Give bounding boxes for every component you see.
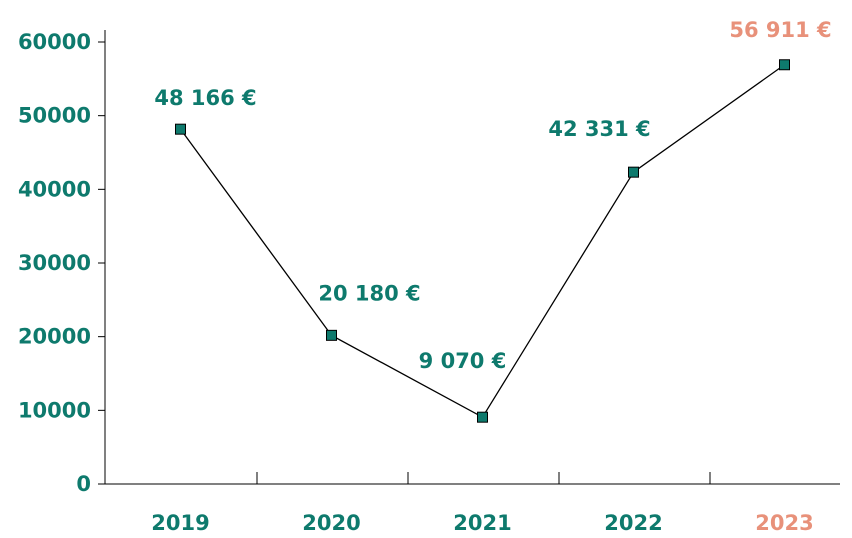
data-label: 20 180 € <box>318 281 420 305</box>
data-label: 9 070 € <box>419 349 507 373</box>
x-tick-label: 2023 <box>755 511 813 535</box>
y-tick-label: 20000 <box>18 325 91 349</box>
data-label: 56 911 € <box>729 18 831 42</box>
marker <box>326 329 337 341</box>
x-tick-label: 2021 <box>453 511 511 535</box>
y-tick-label: 40000 <box>18 177 91 201</box>
y-tick-label: 0 <box>76 472 91 496</box>
x-tick-label: 2019 <box>151 511 209 535</box>
data-label: 42 331 € <box>548 117 650 141</box>
y-tick-label: 50000 <box>18 104 91 128</box>
x-tick-label: 2020 <box>302 511 360 535</box>
y-tick-label: 60000 <box>18 30 91 54</box>
x-tick-label: 2022 <box>604 511 662 535</box>
y-tick-label: 30000 <box>18 251 91 275</box>
data-label: 48 166 € <box>154 86 256 110</box>
y-tick-label: 10000 <box>18 398 91 422</box>
marker <box>477 411 488 423</box>
marker <box>175 123 186 135</box>
marker <box>779 59 790 71</box>
marker <box>628 166 639 178</box>
